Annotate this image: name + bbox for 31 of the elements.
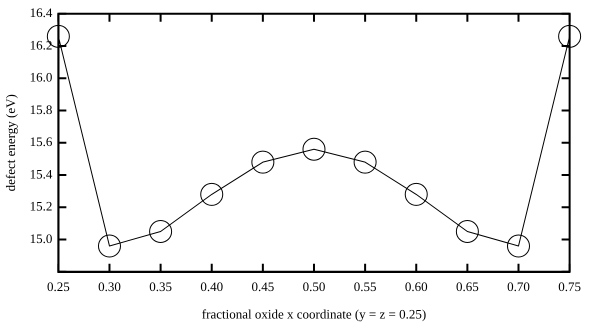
x-tick-label: 0.75 <box>558 279 581 294</box>
point <box>404 182 428 206</box>
y-tick-label: 15.2 <box>30 198 52 214</box>
point <box>149 220 172 243</box>
x-tick-label: 0.60 <box>404 279 428 294</box>
y-tick-label: 15.0 <box>30 230 52 246</box>
x-tick-label: 0.55 <box>354 279 376 294</box>
x-tick-label: 0.45 <box>251 279 274 294</box>
y-tick-label: 16.2 <box>30 37 52 52</box>
point <box>506 234 530 258</box>
point <box>354 150 377 174</box>
point <box>98 234 121 258</box>
point <box>302 138 326 161</box>
x-tick-label: 0.70 <box>507 279 530 294</box>
x-tick-label: 0.25 <box>46 279 70 294</box>
y-tick-label: 16.4 <box>30 5 53 20</box>
x-tick-label: 0.30 <box>98 279 121 294</box>
y-tick-label: 16.0 <box>30 70 52 85</box>
x-tick-label: 0.40 <box>200 279 224 294</box>
y-tick-label: 15.4 <box>30 166 53 182</box>
point <box>558 24 582 48</box>
x-axis-title: fractional oxide x coordinate (y = z = 0.25) <box>202 306 426 322</box>
point <box>200 182 224 206</box>
point <box>456 220 479 243</box>
point <box>251 150 274 174</box>
x-tick-label: 0.65 <box>456 279 479 294</box>
y-tick-label: 15.8 <box>30 102 52 117</box>
x-tick-label: 0.35 <box>149 279 172 294</box>
y-axis-title: defect energy (eV) <box>3 94 18 192</box>
x-tick-label: 0.50 <box>302 279 326 294</box>
y-tick-label: 15.6 <box>30 134 53 150</box>
